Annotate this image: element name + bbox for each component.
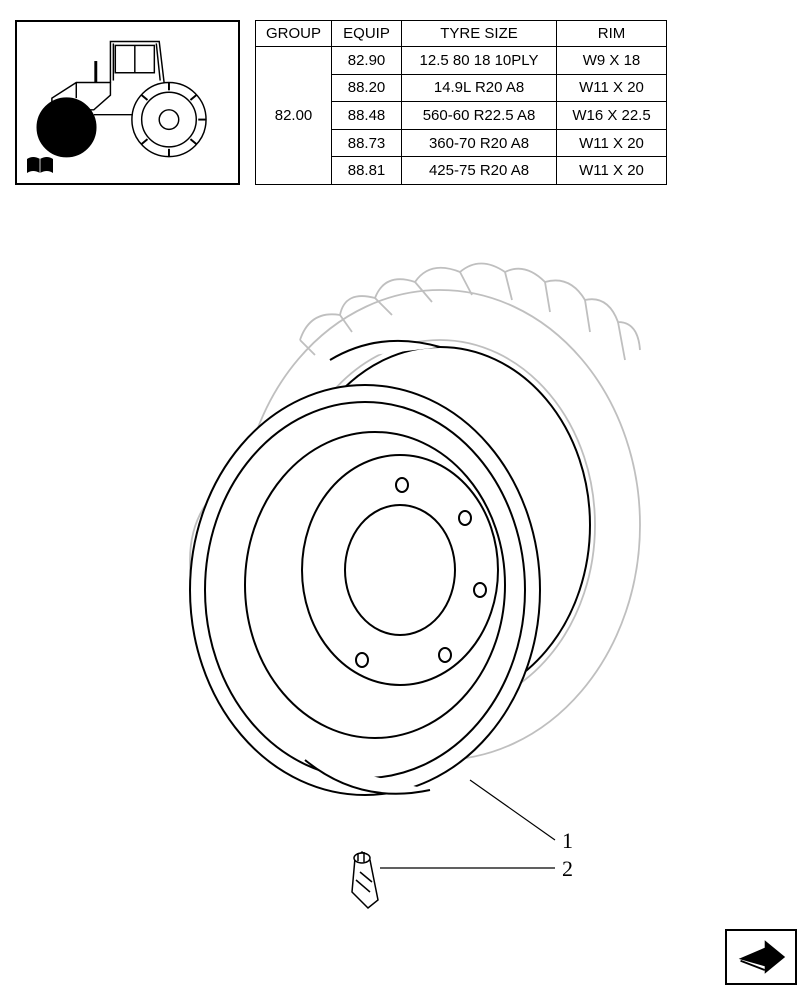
valve-stem: [352, 852, 378, 908]
equip-cell: 82.90: [332, 47, 402, 75]
next-page-arrow-box: [725, 929, 797, 985]
table-header-row: GROUP EQUIP TYRE SIZE RIM: [256, 21, 667, 47]
equip-cell: 88.20: [332, 74, 402, 102]
tyre-cell: 425-75 R20 A8: [402, 157, 557, 185]
book-icon: [25, 155, 55, 177]
equip-cell: 88.73: [332, 129, 402, 157]
tyre-cell: 360-70 R20 A8: [402, 129, 557, 157]
tyre-cell: 14.9L R20 A8: [402, 74, 557, 102]
equip-cell: 88.48: [332, 102, 402, 130]
equip-cell: 88.81: [332, 157, 402, 185]
group-cell: 82.00: [256, 47, 332, 185]
rim-cell: W11 X 20: [557, 129, 667, 157]
header-tyre: TYRE SIZE: [402, 21, 557, 47]
rim-outline: [190, 341, 590, 795]
rim-cell: W16 X 22.5: [557, 102, 667, 130]
arrow-right-icon: [727, 931, 795, 983]
wheel-svg: [100, 260, 720, 910]
wheel-diagram: 1 2: [100, 260, 720, 910]
callout-1: 1: [562, 828, 573, 854]
tyre-cell: 12.5 80 18 10PLY: [402, 47, 557, 75]
callout-2: 2: [562, 856, 573, 882]
rim-cell: W11 X 20: [557, 157, 667, 185]
header-group: GROUP: [256, 21, 332, 47]
header-rim: RIM: [557, 21, 667, 47]
table-row: 82.00 82.90 12.5 80 18 10PLY W9 X 18: [256, 47, 667, 75]
spec-table: GROUP EQUIP TYRE SIZE RIM 82.00 82.90 12…: [255, 20, 667, 185]
rim-cell: W11 X 20: [557, 74, 667, 102]
header-equip: EQUIP: [332, 21, 402, 47]
tyre-cell: 560-60 R22.5 A8: [402, 102, 557, 130]
tractor-reference-box: [15, 20, 240, 185]
rim-cell: W9 X 18: [557, 47, 667, 75]
